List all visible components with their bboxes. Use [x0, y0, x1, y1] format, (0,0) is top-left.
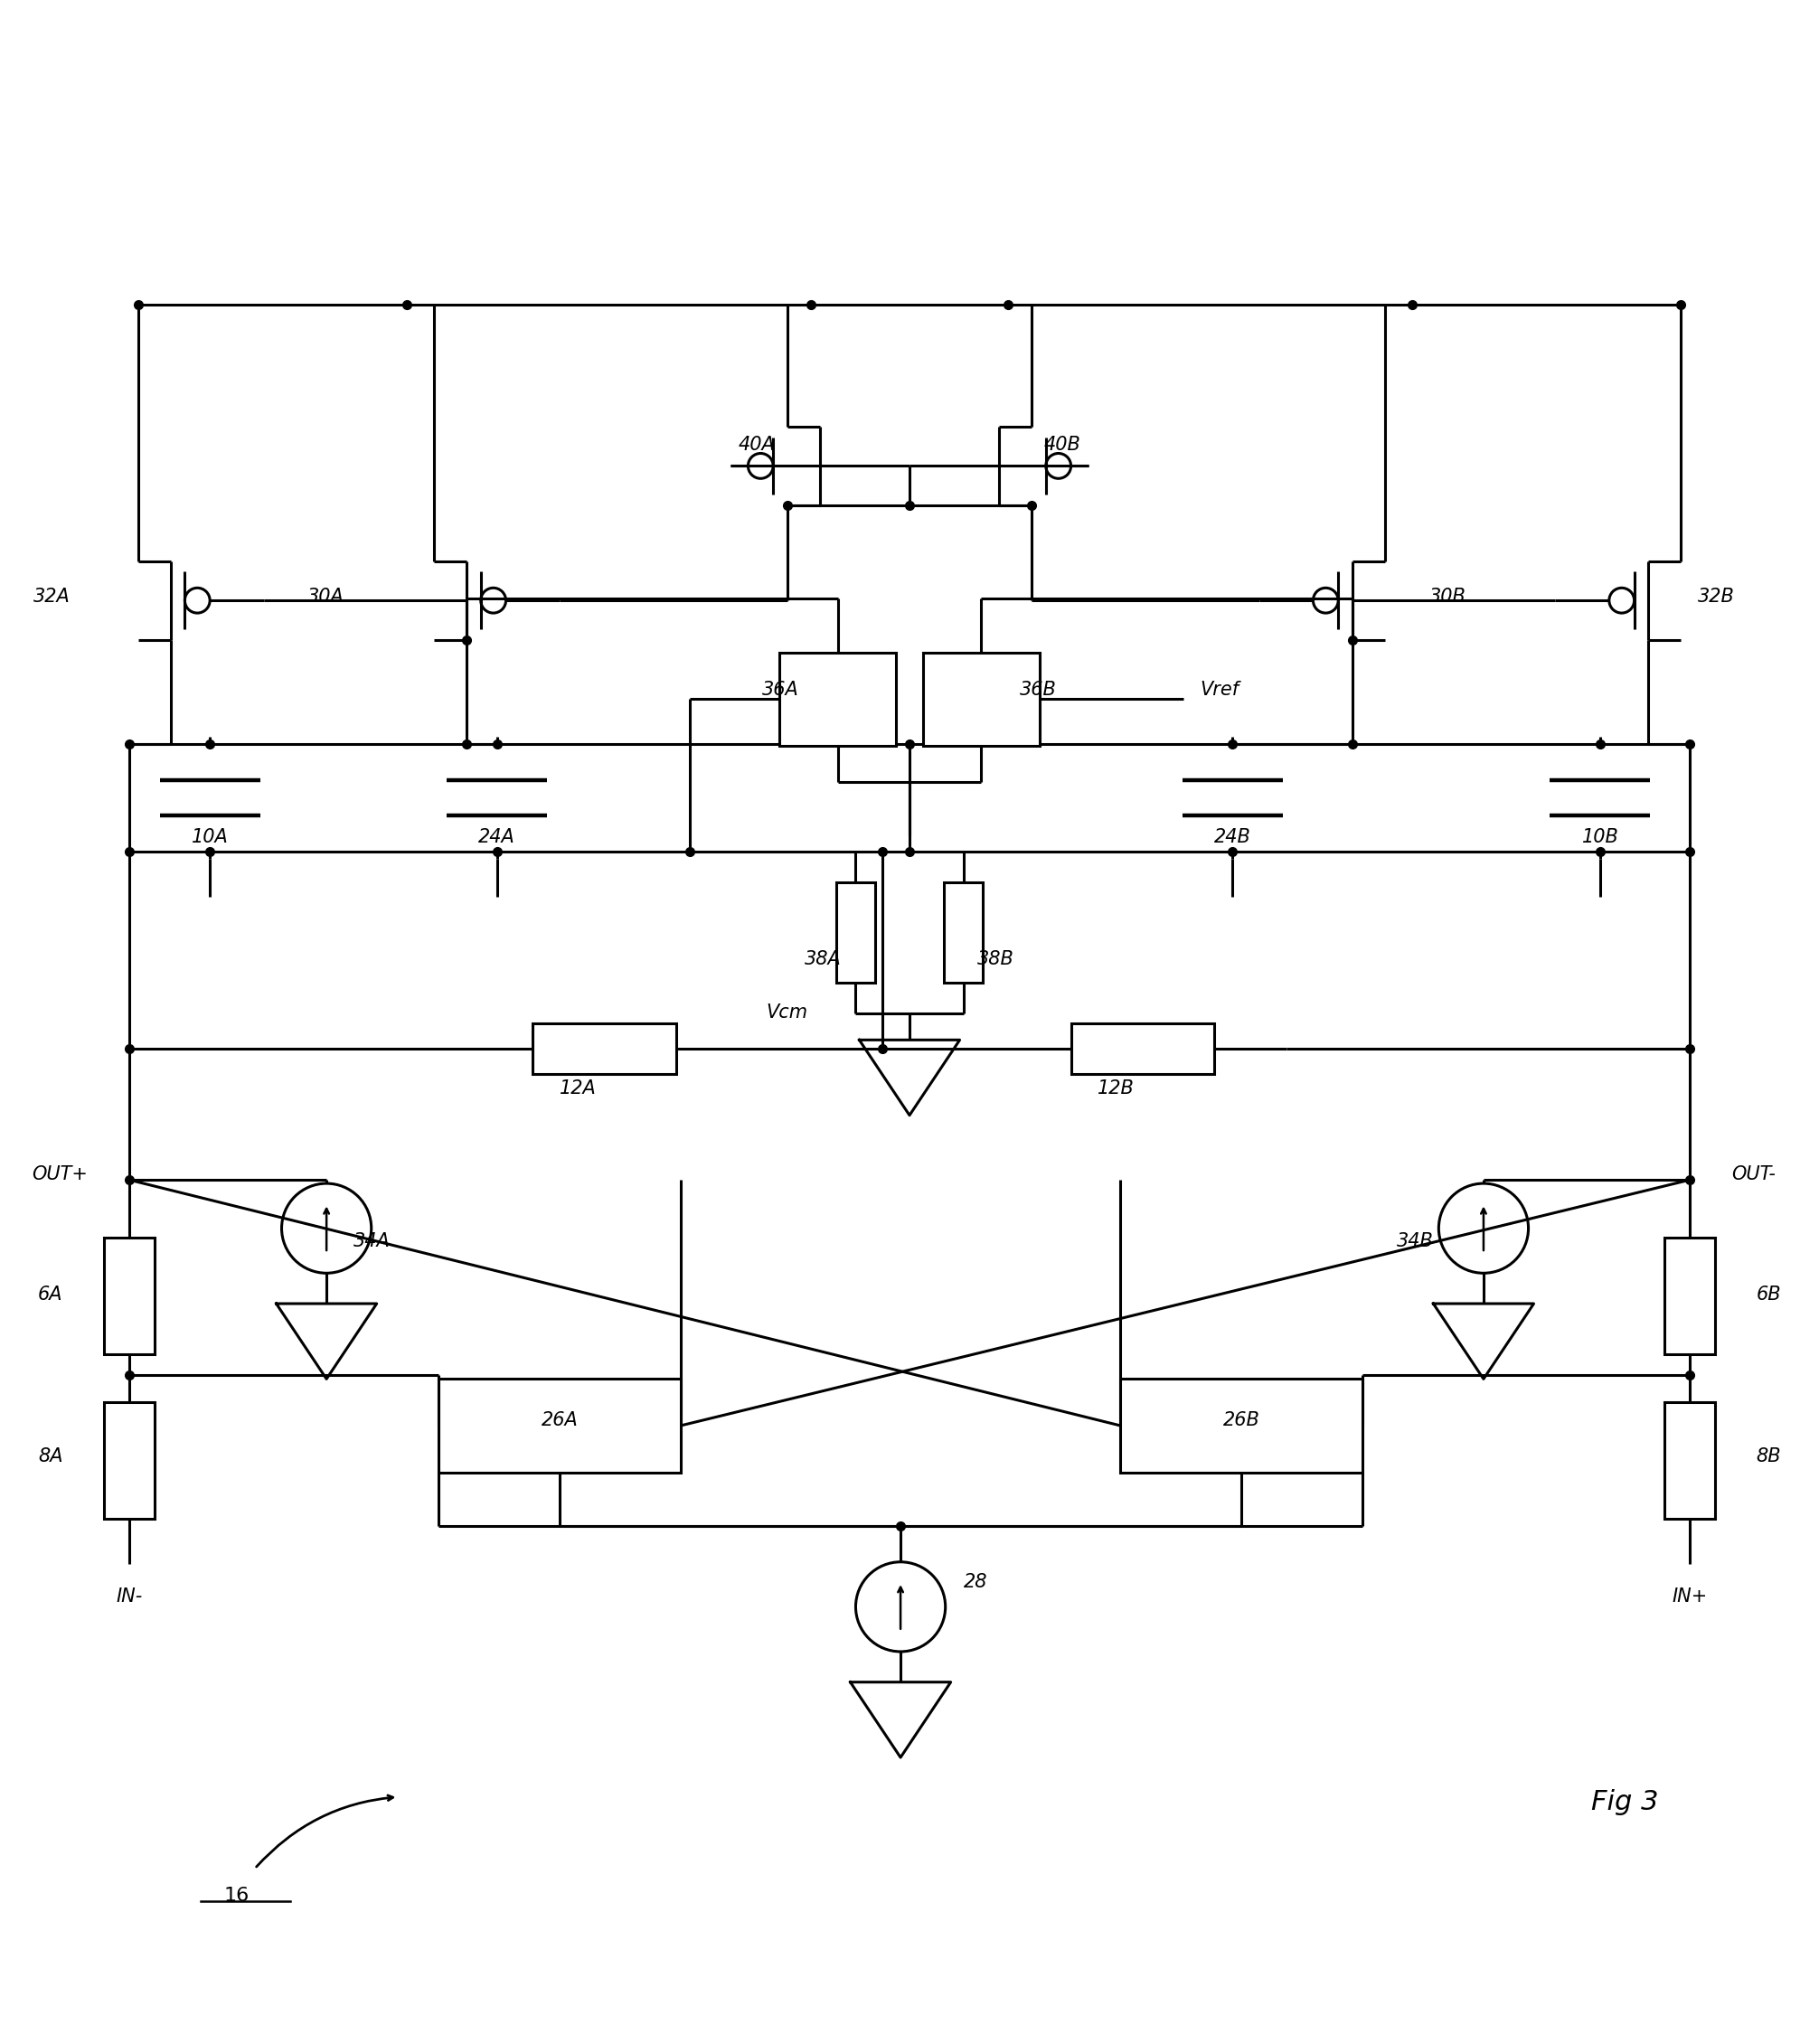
Bar: [104, 1402, 155, 1519]
Text: 34B: 34B: [1397, 1233, 1433, 1249]
Bar: [533, 1024, 677, 1073]
Bar: [1664, 1237, 1715, 1353]
Text: 24B: 24B: [1213, 828, 1251, 846]
Bar: [438, 1380, 680, 1472]
Text: 6B: 6B: [1755, 1286, 1781, 1304]
Text: 40B: 40B: [1044, 435, 1080, 454]
Bar: [104, 1237, 155, 1353]
Text: Vcm: Vcm: [766, 1004, 808, 1022]
Text: 30A: 30A: [307, 589, 344, 605]
Bar: [780, 652, 897, 746]
Text: 38A: 38A: [804, 950, 842, 969]
Bar: [922, 652, 1039, 746]
Text: 16: 16: [224, 1887, 249, 1905]
Text: 12A: 12A: [560, 1079, 597, 1098]
Text: 28: 28: [964, 1572, 988, 1590]
Text: 38B: 38B: [977, 950, 1015, 969]
Text: 36B: 36B: [1020, 681, 1057, 699]
Text: IN-: IN-: [116, 1586, 142, 1605]
Text: 12B: 12B: [1099, 1079, 1135, 1098]
Bar: [944, 883, 982, 983]
Bar: [1071, 1024, 1215, 1073]
Text: 32A: 32A: [33, 589, 69, 605]
Text: OUT-: OUT-: [1732, 1165, 1775, 1183]
Text: 40A: 40A: [739, 435, 775, 454]
Text: 6A: 6A: [38, 1286, 64, 1304]
Text: 34A: 34A: [353, 1233, 391, 1249]
Text: Vref: Vref: [1201, 681, 1239, 699]
Text: 8B: 8B: [1755, 1447, 1781, 1466]
Bar: [1121, 1380, 1362, 1472]
Text: OUT+: OUT+: [33, 1165, 87, 1183]
Text: Fig 3: Fig 3: [1592, 1788, 1659, 1815]
Text: 8A: 8A: [38, 1447, 64, 1466]
Bar: [837, 883, 875, 983]
Text: 30B: 30B: [1430, 589, 1466, 605]
Text: IN+: IN+: [1672, 1586, 1708, 1605]
Text: 10B: 10B: [1583, 828, 1619, 846]
Bar: [1664, 1402, 1715, 1519]
Text: 10A: 10A: [191, 828, 229, 846]
Text: 26B: 26B: [1222, 1410, 1261, 1429]
Text: 24A: 24A: [478, 828, 515, 846]
Text: 26A: 26A: [542, 1410, 578, 1429]
Text: 32B: 32B: [1697, 589, 1735, 605]
Text: 36A: 36A: [762, 681, 799, 699]
